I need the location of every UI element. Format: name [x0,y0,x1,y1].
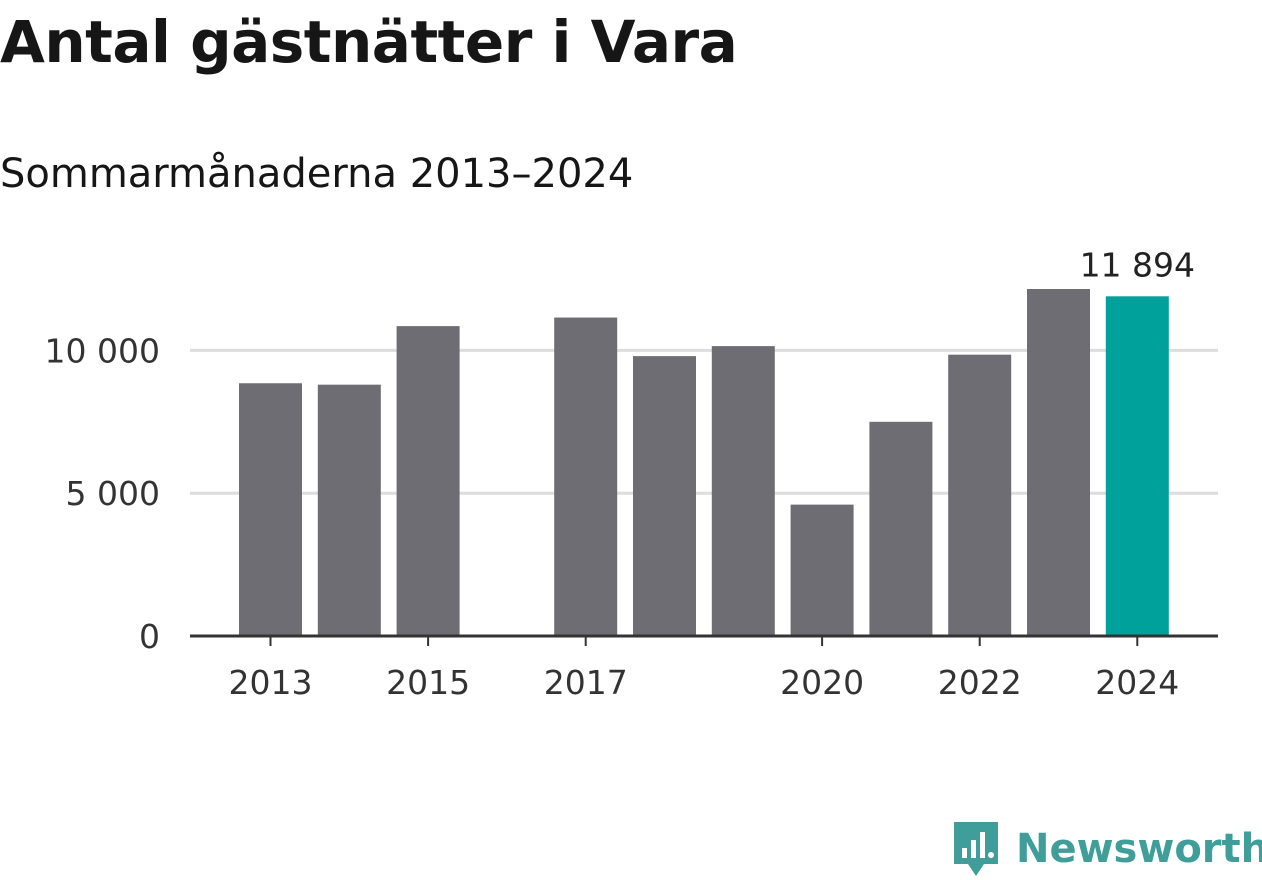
y-tick-label: 10 000 [45,331,160,370]
bar-2022 [948,354,1012,636]
bar-2024 [1105,296,1169,636]
data-labels: 11 894 [1080,245,1195,284]
bar-2013 [239,383,302,636]
x-axis-ticks: 2013 2015 2017 2020 2022 2024 [229,636,1179,702]
bar-2019 [711,346,775,636]
bar-2015 [396,326,460,636]
x-tick-label: 2015 [386,663,470,702]
brand-name: Newsworthy [1016,826,1262,872]
bar-2023 [1027,288,1090,636]
bars [239,288,1169,636]
chart-subtitle: Sommarmånaderna 2013–2024 [0,151,634,197]
newsworthy-logo-icon [954,822,998,876]
x-tick-label: 2013 [229,663,313,702]
x-tick-label: 2024 [1095,663,1179,702]
bar-2018 [633,356,696,636]
bar-2020 [790,504,854,636]
bar-2021 [869,421,933,636]
y-tick-label: 0 [139,617,160,656]
bar-2017 [554,317,618,636]
y-tick-label: 5 000 [66,474,160,513]
data-label-2024: 11 894 [1080,245,1195,284]
chart-title: Antal gästnätter i Vara [0,8,738,76]
x-tick-label: 2022 [938,663,1022,702]
x-tick-label: 2017 [544,663,628,702]
bar-2014 [317,384,381,636]
brand: Newsworthy [950,818,1262,880]
x-tick-label: 2020 [780,663,864,702]
y-axis-ticks: 0 5 000 10 000 [45,331,160,656]
